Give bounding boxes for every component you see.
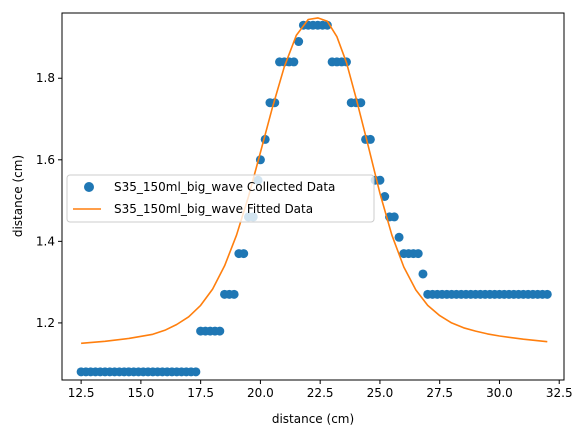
x-tick-label: 12.5 xyxy=(68,386,95,400)
x-tick-label: 32.5 xyxy=(546,386,573,400)
x-tick-label: 15.0 xyxy=(128,386,155,400)
data-point xyxy=(414,249,423,258)
y-tick-label: 1.2 xyxy=(36,316,55,330)
x-tick-label: 25.0 xyxy=(367,386,394,400)
x-tick-label: 27.5 xyxy=(426,386,453,400)
legend-entry-fitted: S35_150ml_big_wave Fitted Data xyxy=(114,202,313,216)
x-tick-label: 20.0 xyxy=(247,386,274,400)
data-point xyxy=(390,212,399,221)
data-point xyxy=(418,269,427,278)
x-axis-label: distance (cm) xyxy=(272,412,354,426)
data-point xyxy=(191,367,200,376)
data-point xyxy=(215,327,224,336)
y-axis: 1.2 1.4 1.6 1.8 xyxy=(36,71,62,330)
data-point xyxy=(543,290,552,299)
data-point xyxy=(230,290,239,299)
data-point xyxy=(289,57,298,66)
legend: S35_150ml_big_wave Collected Data S35_15… xyxy=(67,175,374,222)
x-tick-label: 22.5 xyxy=(307,386,334,400)
y-axis-label: distance (cm) xyxy=(11,155,25,237)
y-tick-label: 1.4 xyxy=(36,234,55,248)
data-point xyxy=(239,249,248,258)
legend-marker-collected xyxy=(84,182,94,192)
x-tick-label: 17.5 xyxy=(187,386,214,400)
data-point xyxy=(395,233,404,242)
y-tick-label: 1.6 xyxy=(36,153,55,167)
x-tick-label: 30.0 xyxy=(486,386,513,400)
x-axis: 12.5 15.0 17.5 20.0 22.5 25.0 27.5 30.0 32.5 xyxy=(68,380,573,400)
y-tick-label: 1.8 xyxy=(36,71,55,85)
legend-entry-collected: S35_150ml_big_wave Collected Data xyxy=(114,180,335,194)
